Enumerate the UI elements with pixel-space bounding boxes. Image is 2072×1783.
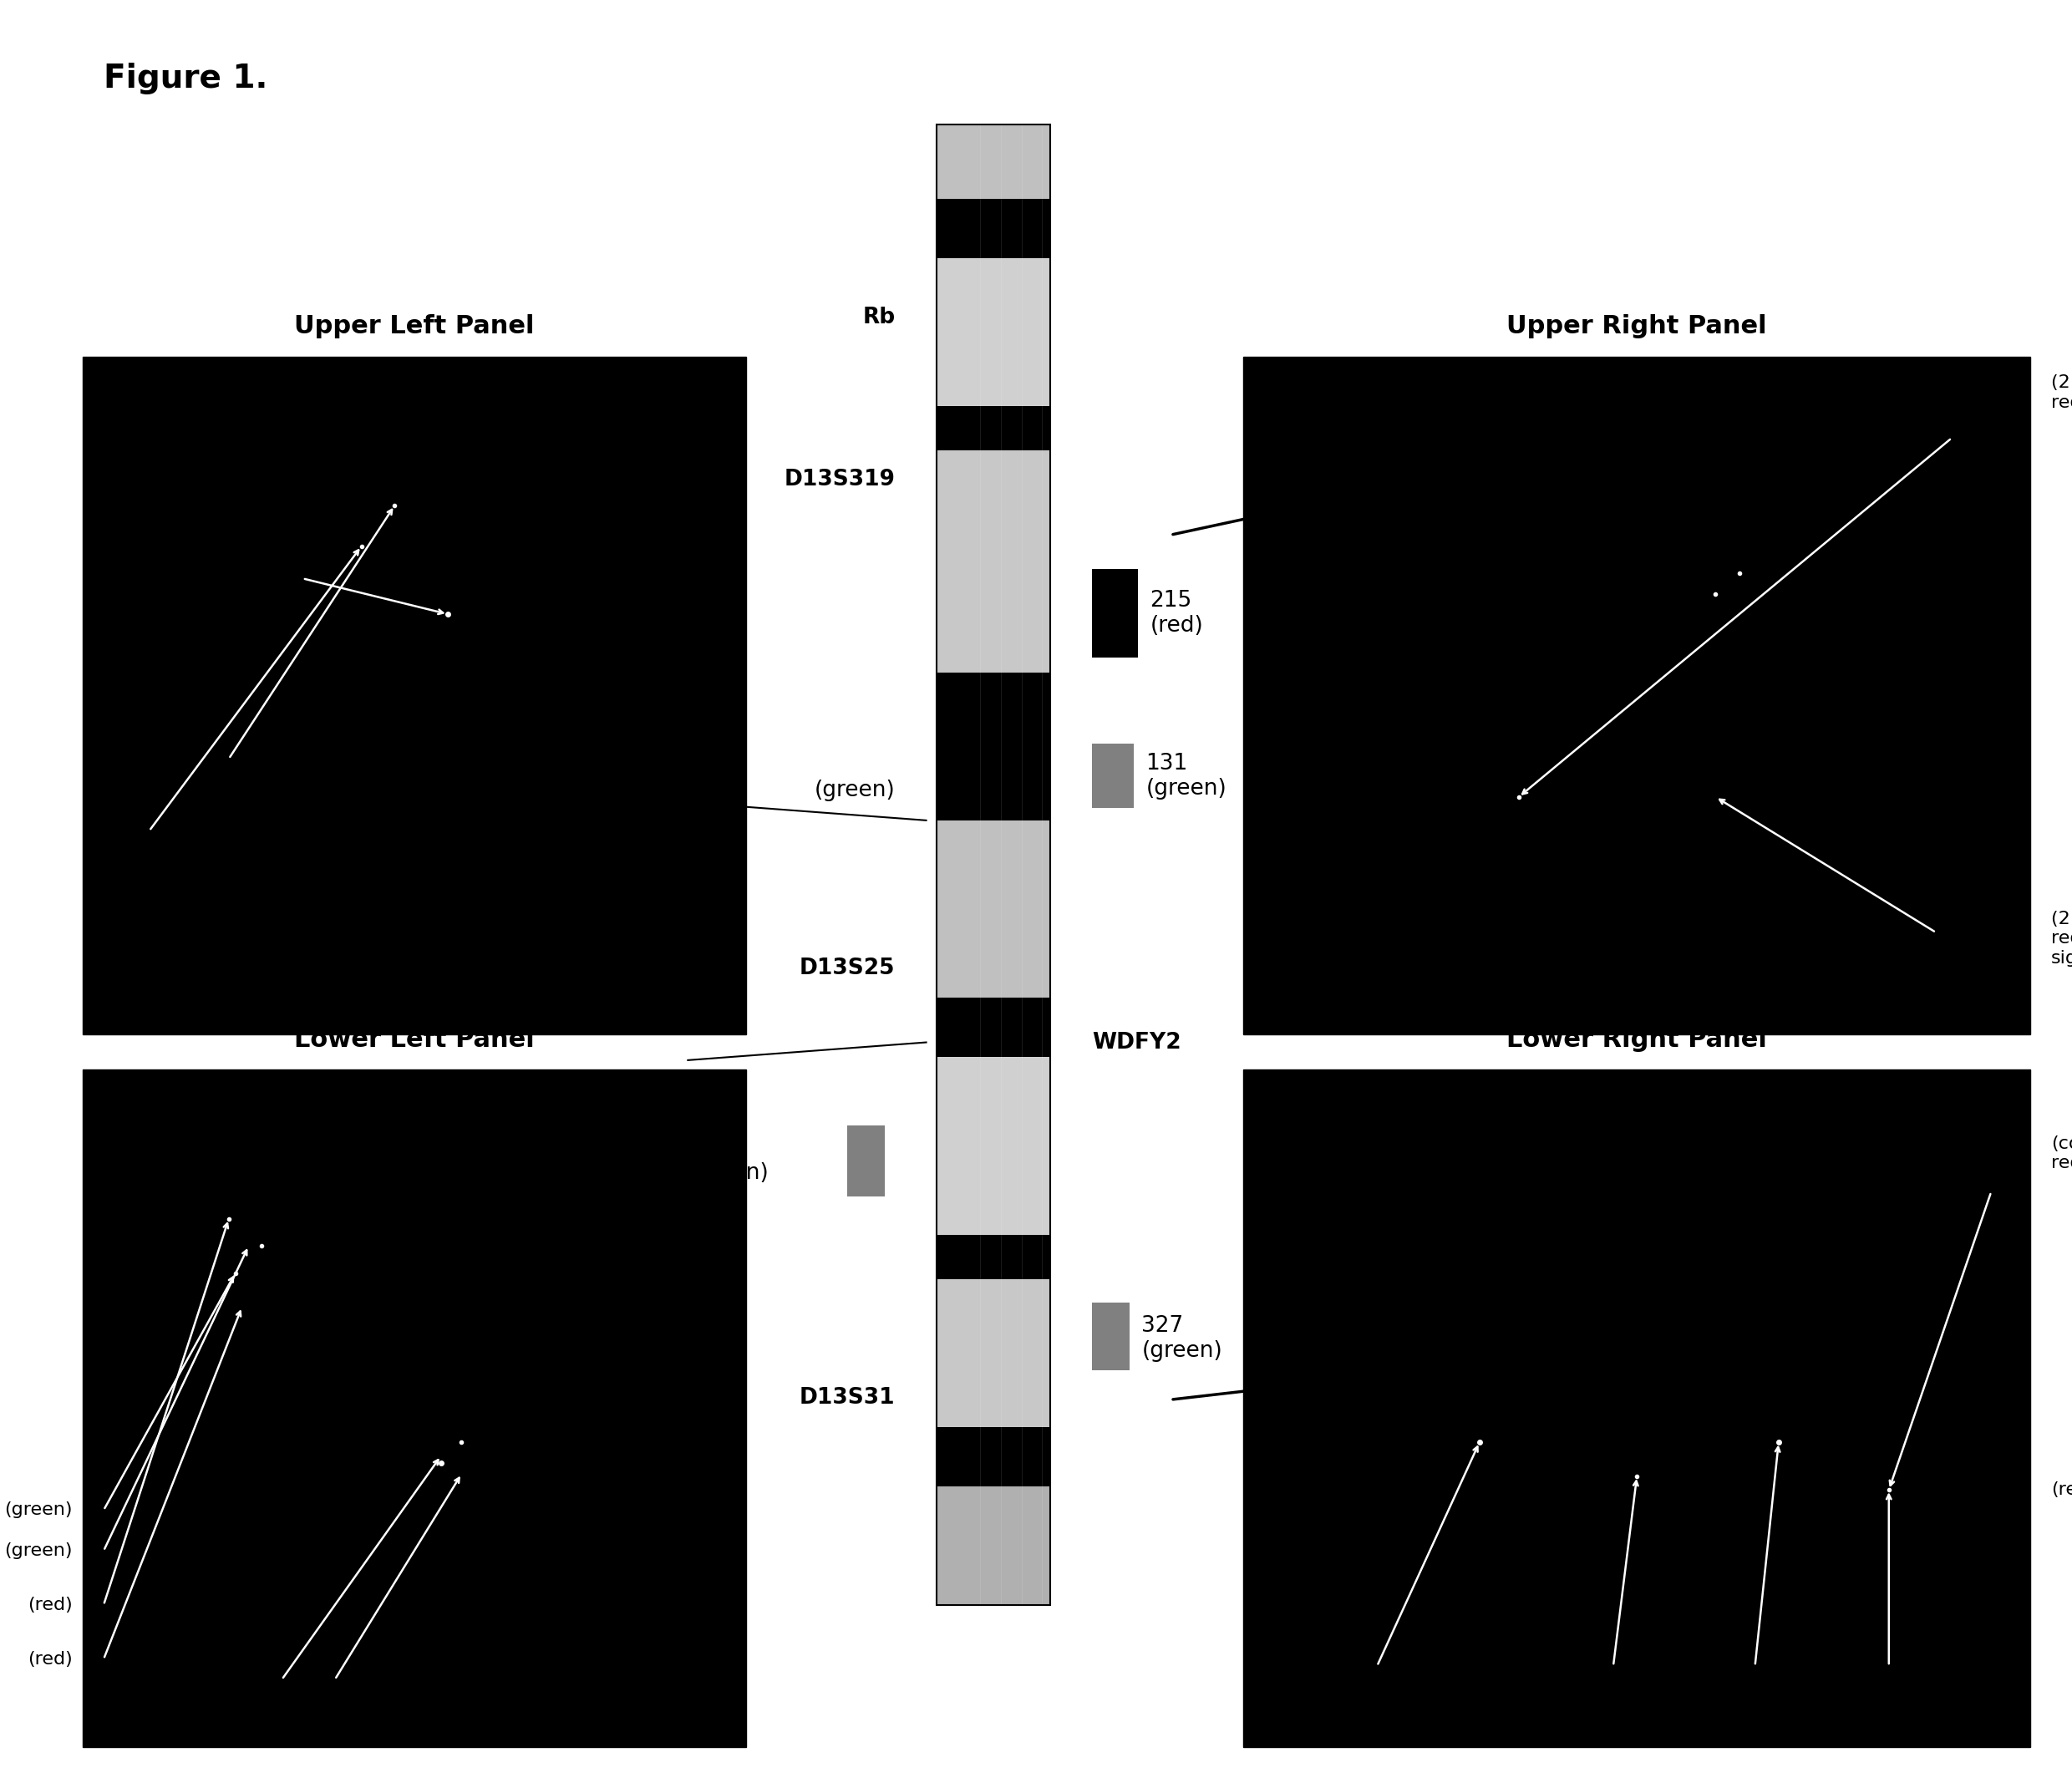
Bar [937, 125, 1051, 1605]
Bar [83, 357, 746, 1034]
Text: (green): (green) [4, 1501, 73, 1519]
Bar [937, 1426, 1051, 1487]
Text: 327
(green): 327 (green) [1142, 1314, 1222, 1362]
Bar [1092, 744, 1133, 808]
Text: 215
(red): 215 (red) [1150, 590, 1204, 637]
Text: (normal red co-localized with
small green): (normal red co-localized with small gree… [186, 1105, 458, 1141]
Text: (red): (red) [27, 1598, 73, 1614]
Bar [1092, 1303, 1129, 1371]
Text: (co-localized
red and green): (co-localized red and green) [2051, 1136, 2072, 1171]
Bar [937, 198, 1051, 259]
Text: D13S31: D13S31 [800, 1387, 895, 1409]
Bar [937, 125, 1051, 200]
Bar [847, 1125, 885, 1196]
Text: Lower Left Panel: Lower Left Panel [294, 1027, 535, 1052]
Bar [937, 259, 1051, 407]
Bar [937, 820, 1051, 998]
Text: (green): (green) [4, 1542, 73, 1558]
Text: 131
(green): 131 (green) [1146, 752, 1227, 799]
Text: (red): (red) [2051, 1482, 2072, 1498]
Text: D13S319: D13S319 [783, 469, 895, 490]
Text: (green): (green) [814, 779, 895, 802]
Bar [1092, 569, 1138, 658]
Text: Upper Right Panel: Upper Right Panel [1506, 314, 1767, 339]
Bar [937, 1278, 1051, 1426]
Bar [937, 451, 1051, 672]
Text: Upper Left Panel: Upper Left Panel [294, 314, 535, 339]
Bar [1243, 357, 2031, 1034]
Bar [937, 1057, 1051, 1234]
Bar [937, 672, 1051, 820]
Text: Rb: Rb [862, 307, 895, 328]
Bar [937, 1487, 1051, 1605]
Text: (green): (green) [249, 742, 317, 760]
Text: Lower Right Panel: Lower Right Panel [1506, 1027, 1767, 1052]
Bar [1243, 1070, 2031, 1747]
Bar [937, 998, 1051, 1057]
Text: WDFY2: WDFY2 [1092, 1032, 1181, 1054]
Text: D13S25: D13S25 [800, 957, 895, 979]
Text: (green): (green) [213, 571, 282, 587]
Bar [937, 407, 1051, 451]
Text: (2 co-localized
red and green
signals): (2 co-localized red and green signals) [2051, 911, 2072, 966]
Text: (2 co-localized
red and green sign: (2 co-localized red and green sign [2051, 374, 2072, 410]
Bar [83, 1070, 746, 1747]
Text: (red): (red) [27, 1651, 73, 1667]
Bar [937, 1234, 1051, 1278]
Text: Figure 1.: Figure 1. [104, 62, 267, 94]
Text: 147
(green): 147 (green) [688, 1138, 769, 1184]
